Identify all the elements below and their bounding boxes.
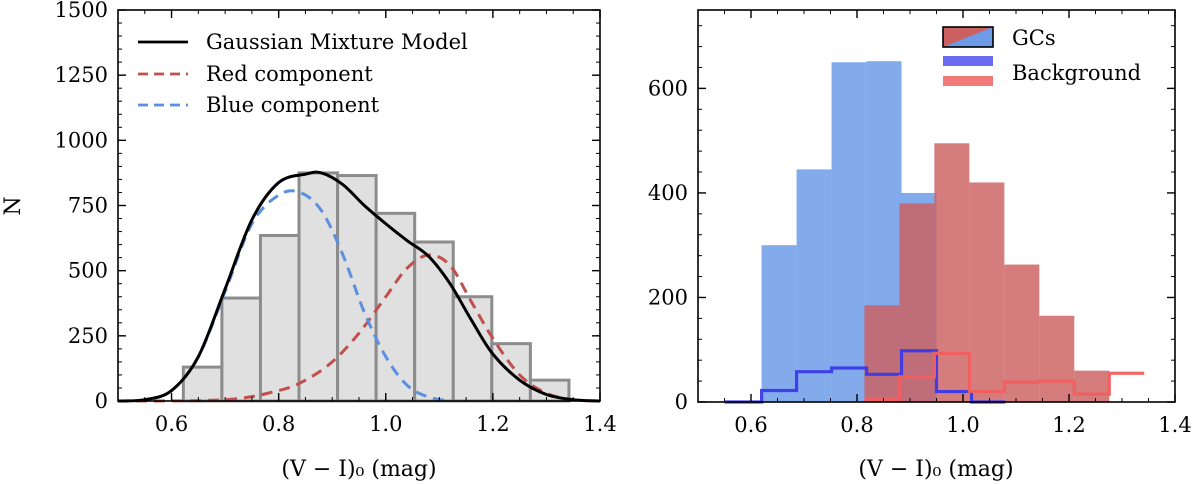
x-tick-label: 0.8	[262, 412, 295, 436]
left-ticks: 0.6 0.8 1.0 1.2 1.4 0 250 500 750 1000 1250 1500	[55, 0, 617, 436]
left-curves	[117, 170, 601, 403]
histogram-bar	[413, 240, 455, 403]
left-ylabel: N	[1, 196, 26, 215]
legend-background-label: Background	[1012, 61, 1141, 85]
histogram-bar	[220, 296, 262, 403]
histogram-bar	[258, 233, 301, 403]
gaussian-mixture-model-curve	[117, 170, 601, 403]
y-tick-label: 0	[675, 390, 688, 414]
right-histogram-bars	[761, 61, 1110, 403]
background-blue-step	[724, 349, 1006, 404]
x-tick-label: 1.4	[583, 412, 616, 436]
gc-blue-bar	[761, 245, 797, 402]
gc-blue-bar	[831, 62, 867, 403]
histogram-bar	[451, 295, 494, 403]
y-tick-label: 1500	[55, 0, 108, 22]
legend-gmm-label: Gaussian Mixture Model	[206, 30, 468, 54]
y-tick-label: 500	[68, 259, 108, 283]
gc-blue-bar	[796, 169, 832, 402]
right-panel: 0.6 0.8 1.0 1.2 1.4 0 200 400 600 GCs Background…	[648, 9, 1192, 482]
y-tick-label: 250	[68, 324, 108, 348]
y-tick-label: 0	[95, 389, 108, 413]
left-panel: 0.6 0.8 1.0 1.2 1.4 0 250 500 750 1000 1250 1500 Ga…	[1, 0, 617, 482]
right-xlabel: (V − I)₀ (mag)	[858, 457, 1013, 482]
x-tick-label: 1.4	[1158, 413, 1191, 437]
legend-background-swatch-blue	[943, 56, 993, 66]
gc-red-bar	[934, 143, 970, 402]
legend-background-swatch-red	[943, 76, 993, 86]
legend-gcs-swatch	[942, 26, 994, 48]
x-tick-label: 1.0	[946, 413, 979, 437]
gc-red-bar	[1074, 370, 1110, 402]
left-legend: Gaussian Mixture Model Red component Blu…	[138, 30, 468, 117]
right-background-steps	[724, 349, 1145, 404]
y-tick-label: 200	[648, 285, 688, 309]
legend-red-label: Red component	[206, 62, 373, 86]
x-tick-label: 1.2	[1052, 413, 1085, 437]
legend-blue-label: Blue component	[206, 93, 380, 117]
y-tick-label: 1000	[55, 128, 108, 152]
gc-red-bar	[1039, 315, 1075, 402]
left-xlabel: (V − I)₀ (mag)	[281, 457, 436, 482]
red-component-curve	[117, 253, 601, 403]
y-tick-label: 750	[68, 194, 108, 218]
legend-gcs-label: GCs	[1012, 26, 1056, 50]
right-legend: GCs Background	[942, 26, 1141, 86]
x-tick-label: 0.6	[155, 412, 188, 436]
left-histogram-bars	[181, 171, 571, 403]
y-tick-label: 600	[648, 76, 688, 100]
gc-red-bar	[1004, 264, 1040, 402]
gc-red-bar	[899, 203, 935, 402]
x-tick-label: 0.8	[840, 413, 873, 437]
right-ticks: 0.6 0.8 1.0 1.2 1.4 0 200 400 600	[648, 10, 1192, 437]
gc-red-bar	[969, 182, 1005, 402]
y-tick-label: 1250	[55, 63, 108, 87]
x-tick-label: 0.6	[734, 413, 767, 437]
y-tick-label: 400	[648, 181, 688, 205]
background-red-step	[864, 351, 1145, 401]
x-tick-label: 1.2	[476, 412, 509, 436]
x-tick-label: 1.0	[369, 412, 402, 436]
gc-red-bar	[864, 305, 900, 402]
